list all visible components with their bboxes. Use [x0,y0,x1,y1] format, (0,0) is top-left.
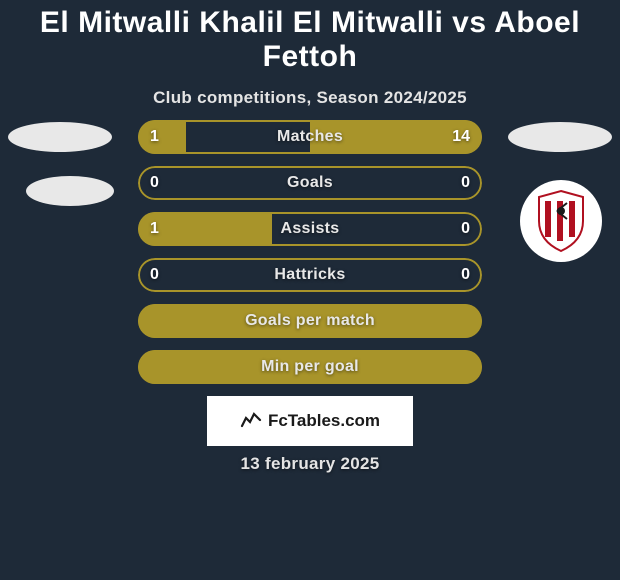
branding-badge: FcTables.com [207,396,413,446]
player-left-avatar-placeholder [8,122,112,152]
date-text: 13 february 2025 [0,454,620,474]
stat-label: Matches [138,120,482,154]
subtitle: Club competitions, Season 2024/2025 [0,88,620,108]
stat-row: Min per goal [138,350,482,384]
stat-label: Min per goal [138,350,482,384]
stat-row: 10Assists [138,212,482,246]
stats-bars-container: 114Matches 00Goals 10Assists 00Hattricks Goa… [138,120,482,396]
stat-row: 114Matches [138,120,482,154]
player-right-club-logo [520,180,602,262]
player-left-club-placeholder [26,176,114,206]
stat-label: Hattricks [138,258,482,292]
page-title: El Mitwalli Khalil El Mitwalli vs Aboel … [0,6,620,74]
content-root: El Mitwalli Khalil El Mitwalli vs Aboel … [0,0,620,580]
stat-label: Goals [138,166,482,200]
stat-row: 00Hattricks [138,258,482,292]
shield-icon [533,189,589,253]
stat-row: Goals per match [138,304,482,338]
branding-logo-icon [240,410,262,433]
stat-label: Goals per match [138,304,482,338]
player-right-avatar-placeholder [508,122,612,152]
branding-text: FcTables.com [268,411,380,431]
stat-label: Assists [138,212,482,246]
stat-row: 00Goals [138,166,482,200]
